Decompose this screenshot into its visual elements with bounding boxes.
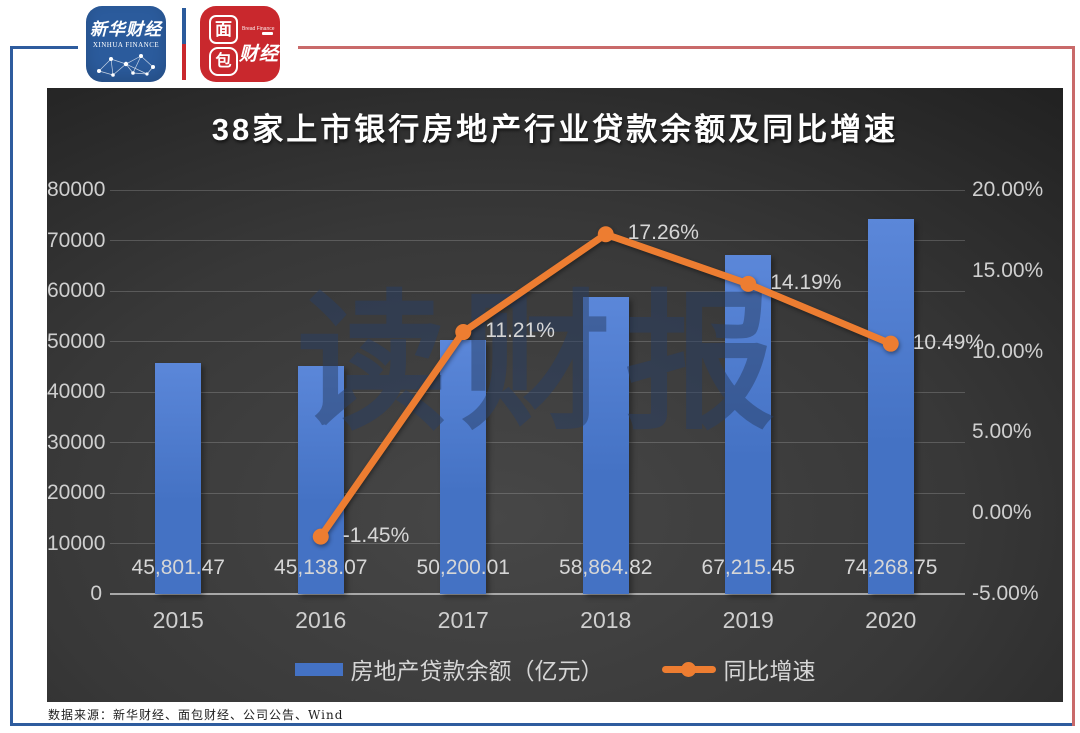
- gridline: [110, 290, 965, 292]
- chart-panel: 38家上市银行房地产行业贷款余额及同比增速 0 10000 20000 30000 40…: [47, 88, 1063, 702]
- x-axis-line: [110, 593, 965, 595]
- right-axis-tick-label: 15.00%: [972, 258, 1044, 282]
- watermark-text: 读财报: [297, 279, 790, 447]
- logo-divider-red: [182, 44, 186, 80]
- constellation-icon: [97, 54, 155, 77]
- gridline: [110, 341, 965, 342]
- x-axis-tick-label: 2019: [722, 607, 774, 633]
- bar-value-label: 50,200.01: [416, 556, 510, 579]
- left-axis-tick-label: 50000: [47, 329, 106, 353]
- bar-value-label: 45,138.07: [274, 556, 368, 579]
- line-marker: [312, 528, 329, 545]
- line-legend-swatch-icon: [661, 661, 716, 677]
- bar-value-label: 45,801.47: [131, 556, 225, 579]
- bar: [582, 296, 629, 594]
- x-axis-tick-label: 2020: [865, 607, 917, 633]
- bar-legend-swatch-icon: [294, 662, 343, 676]
- x-axis-tick-label: 2017: [437, 607, 489, 633]
- right-axis-tick-label: 10.00%: [972, 339, 1044, 363]
- left-axis-tick-label: 70000: [47, 228, 106, 252]
- frame-top-left-border: [10, 46, 78, 49]
- logo-divider-blue: [182, 8, 186, 44]
- plot-area: 0 10000 20000 30000 40000 50000 60000 70000 8000…: [47, 88, 1063, 702]
- xinhua-logo-cn-text: 新华财经: [90, 20, 162, 39]
- bar-value-label: 58,864.82: [559, 556, 653, 579]
- legend-label-loan-balance: 房地产贷款余额（亿元）: [350, 658, 604, 684]
- legend-item-yoy-growth: 同比增速: [661, 652, 816, 686]
- x-axis-tick-label: 2018: [580, 607, 632, 633]
- right-axis-tick-label: 0.00%: [972, 501, 1032, 525]
- bar-value-label: 67,215.45: [701, 556, 795, 579]
- bar: [440, 340, 487, 594]
- left-axis-tick-label: 0: [90, 582, 102, 605]
- data-source-note: 数据来源：新华财经、面包财经、公司公告、Wind: [48, 708, 344, 722]
- left-axis-tick-label: 10000: [47, 531, 106, 555]
- bread-logo-dash: [262, 32, 273, 35]
- left-axis-tick-label: 40000: [47, 380, 106, 403]
- growth-line-chart: [312, 226, 899, 545]
- left-axis-tick-label: 80000: [47, 178, 106, 201]
- gridline: [110, 543, 965, 544]
- legend-item-loan-balance: 房地产贷款余额（亿元）: [294, 652, 604, 686]
- right-axis-tick-label: -5.00%: [972, 582, 1039, 605]
- bar: [725, 254, 772, 594]
- line-marker: [740, 275, 757, 292]
- gridline: [110, 442, 965, 443]
- x-axis-tick-label: 2016: [295, 607, 347, 633]
- line-value-label: 17.26%: [627, 221, 699, 245]
- bread-logo-mian-char: 面: [209, 15, 238, 44]
- frame-top-right-border: [298, 46, 1075, 49]
- gridline: [110, 391, 965, 393]
- left-axis-tick-label: 60000: [47, 279, 106, 302]
- x-axis-tick-label: 2015: [152, 607, 204, 633]
- bread-finance-logo: 面 包 Bread Finance 财经: [200, 6, 280, 82]
- line-value-label: 11.21%: [485, 319, 555, 343]
- line-value-label: 14.19%: [770, 270, 842, 294]
- right-axis-tick-label: 5.00%: [972, 420, 1032, 444]
- bar: [297, 366, 344, 594]
- right-axis-tick-label: 20.00%: [972, 178, 1044, 201]
- line-marker: [882, 335, 899, 352]
- bread-logo-subtext: Bread Finance: [242, 26, 275, 32]
- left-axis-tick-label: 20000: [47, 481, 106, 504]
- left-axis-tick-label: 30000: [47, 430, 106, 454]
- legend-label-yoy-growth: 同比增速: [723, 658, 816, 684]
- line-value-label: -1.45%: [342, 523, 410, 547]
- line-value-label: 10.49%: [912, 330, 984, 354]
- gridline: [110, 240, 965, 241]
- bread-logo-bao-char: 包: [209, 47, 238, 76]
- gridline: [110, 189, 965, 191]
- bar: [867, 218, 914, 594]
- bread-logo-caijing-chars: 财经: [239, 44, 280, 65]
- bar-value-label: 74,268.75: [844, 556, 938, 579]
- bar: [155, 362, 202, 594]
- chart-title: 38家上市银行房地产行业贷款余额及同比增速: [211, 112, 899, 147]
- chart-legend: 房地产贷款余额（亿元） 同比增速: [47, 652, 1063, 686]
- gridline: [110, 492, 965, 494]
- frame-bottom-border: [10, 723, 1075, 726]
- line-marker: [455, 324, 472, 341]
- frame-right-border: [1072, 46, 1075, 726]
- xinhua-logo-en-text: XINHUA FINANCE: [92, 41, 160, 49]
- line-marker: [597, 226, 614, 243]
- frame-left-border: [10, 46, 13, 726]
- xinhua-finance-logo: 新华财经 XINHUA FINANCE: [86, 6, 166, 82]
